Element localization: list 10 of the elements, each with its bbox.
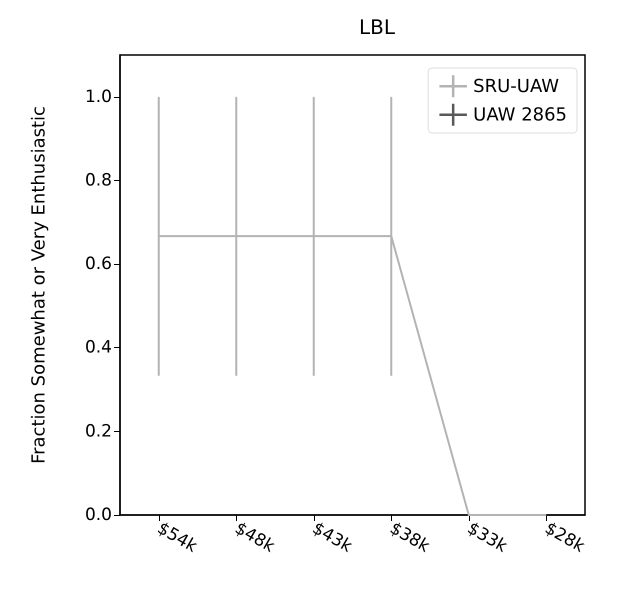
legend-label: SRU-UAW (473, 76, 560, 97)
y-tick-label: 0.2 (84, 421, 112, 442)
y-tick-label: 0.4 (84, 338, 112, 358)
y-tick-label: 0.0 (84, 505, 112, 525)
y-tick-label: 1.0 (84, 86, 112, 107)
y-tick-label: 0.8 (84, 170, 112, 190)
legend-label: UAW 2865 (473, 104, 568, 126)
y-tick-label: 0.6 (84, 254, 112, 274)
chart-title: LBL (358, 15, 396, 39)
y-axis-title: Fraction Somewhat or Very Enthusiastic (28, 106, 50, 464)
